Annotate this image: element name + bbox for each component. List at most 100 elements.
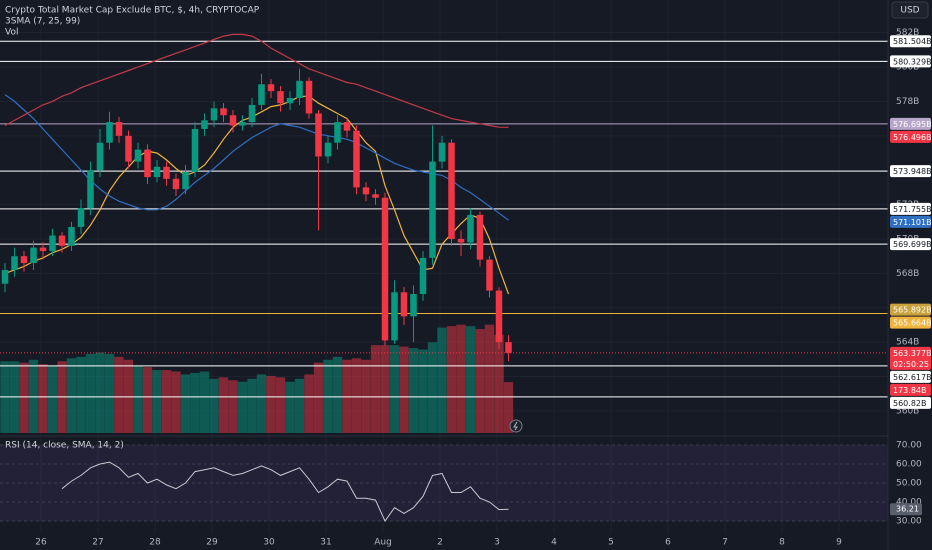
volume-bar <box>199 371 210 433</box>
plot <box>0 33 888 522</box>
candle-body <box>106 122 113 143</box>
candle-body <box>49 235 56 252</box>
volume-bar <box>475 329 485 433</box>
countdown: 02:50:25 <box>893 360 929 369</box>
volume-bar <box>275 377 286 433</box>
price-label-bg <box>890 165 931 178</box>
rsi-tick-label: 30.00 <box>896 517 922 527</box>
volume-bar <box>380 345 390 433</box>
candle-body <box>239 122 246 126</box>
candle-body <box>30 247 37 264</box>
volume-bar <box>190 372 200 433</box>
y-tick-label: 560B <box>896 406 919 416</box>
x-tick-label: 6 <box>665 538 671 548</box>
price-label-bg <box>890 383 931 396</box>
x-tick-label: 8 <box>779 538 785 548</box>
candle-body <box>286 98 294 104</box>
price-label: 563.377B <box>893 349 932 358</box>
candle-body <box>296 80 303 99</box>
candle-body <box>11 256 18 270</box>
price-label-bg <box>890 316 931 329</box>
volume-bar <box>47 365 58 433</box>
currency[interactable]: USD <box>900 6 919 16</box>
rsi-tick-label: 60.00 <box>896 459 922 469</box>
volume-bar <box>427 342 438 433</box>
volume-bar <box>237 381 248 433</box>
rsi-tick-label: 70.00 <box>896 440 922 450</box>
candle-body <box>229 115 237 126</box>
rsi-tick-label: 50.00 <box>896 479 922 489</box>
currency-button[interactable] <box>891 1 929 19</box>
volume-bar <box>456 324 466 433</box>
volume-bar <box>399 346 409 433</box>
price-label-bg <box>890 370 931 383</box>
volume-bar <box>142 367 153 433</box>
price-label-bg <box>890 303 931 316</box>
volume-bar <box>437 327 447 433</box>
price-label: 571.755B <box>893 205 932 214</box>
volume-bar <box>95 352 105 433</box>
volume-bar <box>332 356 343 433</box>
rsi-title: RSI (14, close, SMA, 14, 2) <box>5 441 124 451</box>
candle-body <box>20 256 28 264</box>
price-label-bg <box>890 117 931 130</box>
candle-body <box>438 142 446 162</box>
price-label-bg <box>890 130 931 143</box>
candle-body <box>220 108 227 116</box>
rsi-label: 36.21 <box>896 505 919 514</box>
price-label-bg <box>890 202 931 215</box>
price-label-bg <box>890 215 931 228</box>
price-label-bg <box>890 346 931 370</box>
volume-bar <box>247 378 257 433</box>
x-tick-label: 2 <box>437 538 443 548</box>
volume-bar <box>104 353 115 433</box>
volume-bar <box>85 353 96 433</box>
candle-body <box>429 161 436 258</box>
x-tick-label: 27 <box>92 538 103 548</box>
y-tick-label: 568B <box>896 269 919 279</box>
volume-bar <box>19 362 29 433</box>
volume-bar <box>418 349 428 433</box>
volume-bar <box>228 380 238 433</box>
price-label-bg <box>890 238 931 251</box>
candle-body <box>400 292 408 317</box>
rsi-tick-label: 40.00 <box>896 498 922 508</box>
candle-body <box>172 178 180 190</box>
volume-bar <box>266 375 276 433</box>
x-tick-label: 30 <box>263 538 275 548</box>
candle-body <box>1 269 9 284</box>
volume-bar <box>38 364 48 433</box>
volume-bar <box>494 334 504 433</box>
volume-bar <box>180 374 191 433</box>
candle-body <box>381 197 389 341</box>
price-label: 565.892B <box>893 306 932 315</box>
volume-bar <box>114 356 124 433</box>
candle-body <box>191 128 199 172</box>
lightning-icon[interactable] <box>509 419 523 433</box>
x-tick-label: 7 <box>722 538 728 548</box>
candle-body <box>134 149 142 162</box>
price-label-bg <box>890 35 931 48</box>
indicators-label: 3SMA (7, 25, 99) <box>5 17 80 27</box>
chart-title: Crypto Total Market Cap Exclude BTC, $, … <box>5 6 260 16</box>
candle-body <box>87 170 94 209</box>
candle-body <box>343 122 351 131</box>
candle-body <box>362 187 370 195</box>
volume-bar <box>389 345 400 433</box>
price-label: 576.496B <box>893 133 932 142</box>
candle-body <box>353 130 360 188</box>
lightning-glyph <box>513 421 518 431</box>
volume-bar <box>76 356 86 433</box>
candle-body <box>410 294 417 317</box>
volume-bar <box>152 370 162 433</box>
candle-body <box>153 166 161 178</box>
candle-body <box>68 226 75 246</box>
x-tick-label: 26 <box>35 538 47 548</box>
price-label-bg <box>890 55 931 68</box>
volume-bar <box>503 382 514 433</box>
volume-bar <box>351 358 362 433</box>
price-label: 580.329B <box>893 57 932 66</box>
candle-body <box>58 235 66 246</box>
candle-body <box>467 214 474 243</box>
